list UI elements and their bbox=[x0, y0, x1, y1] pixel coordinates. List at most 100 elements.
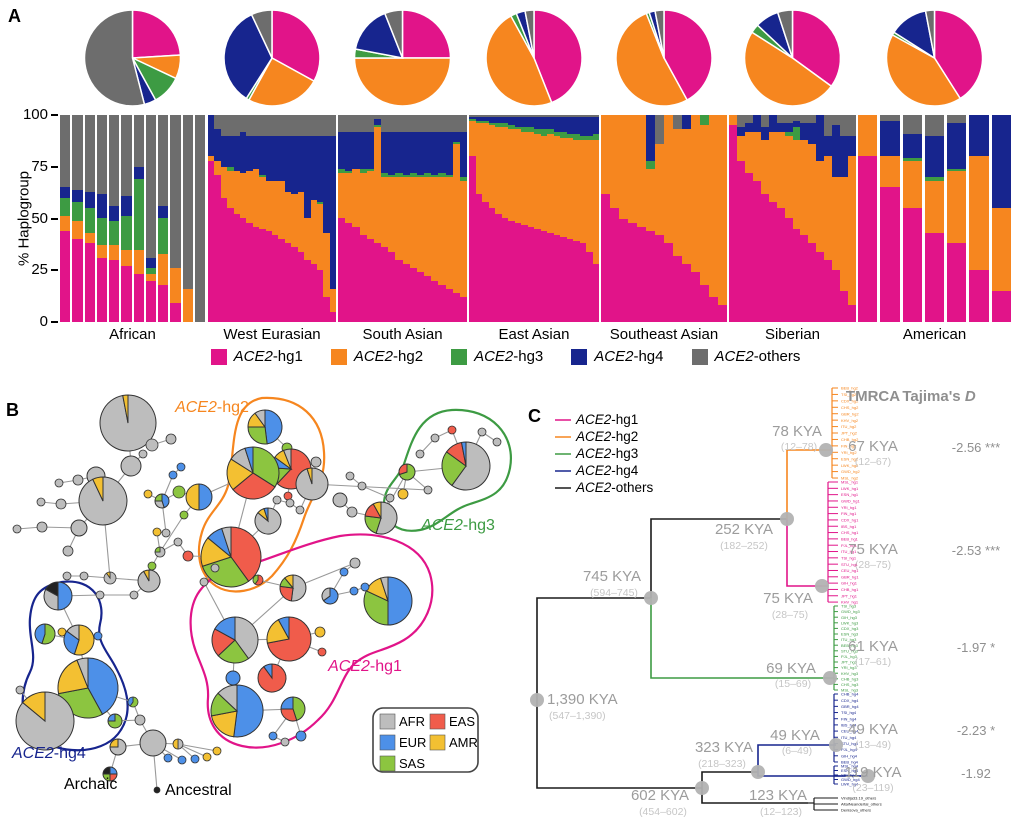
tree-branch bbox=[536, 597, 651, 700]
bar-segment-others bbox=[182, 115, 193, 289]
bar-segment-hg2 bbox=[445, 177, 453, 289]
network-node bbox=[477, 427, 487, 437]
tip-label: MSL_hg1 bbox=[841, 480, 859, 485]
bar-segment-others bbox=[145, 115, 156, 258]
stacked-bar bbox=[610, 115, 619, 322]
network-node bbox=[147, 561, 157, 571]
tip-label: CEU_hg1 bbox=[841, 568, 859, 573]
y-tick-label: 100 bbox=[22, 106, 48, 123]
stacked-bar bbox=[388, 115, 396, 322]
bar-segment-hg1 bbox=[158, 284, 169, 322]
bar-segment-hg1 bbox=[438, 284, 446, 322]
node-slice bbox=[154, 546, 166, 558]
bar-segment-hg2 bbox=[566, 137, 573, 240]
tip-label: GIH_hg4 bbox=[841, 753, 858, 758]
ancestral-label: Ancestral bbox=[165, 782, 232, 799]
stacked-bar bbox=[227, 115, 234, 322]
network-node bbox=[254, 507, 282, 535]
bar-segment-others bbox=[409, 115, 417, 132]
network-node bbox=[129, 590, 139, 600]
bar-segment-hg1 bbox=[316, 270, 324, 322]
bar-segment-hg4 bbox=[488, 117, 495, 124]
bar-segment-hg1 bbox=[252, 226, 260, 322]
bar-segment-hg2 bbox=[947, 170, 967, 244]
internal-node-dot bbox=[695, 781, 709, 795]
bar-segment-hg1 bbox=[579, 243, 586, 322]
tmrca-ci: (28–75) bbox=[855, 559, 891, 571]
node-slice bbox=[177, 755, 187, 765]
stacked-bar bbox=[366, 115, 374, 322]
bar-segment-hg4 bbox=[284, 135, 292, 192]
stacked-bar bbox=[438, 115, 446, 322]
legend-swatch bbox=[451, 348, 468, 365]
node-slice bbox=[221, 526, 232, 558]
bar-segment-hg4 bbox=[553, 117, 560, 132]
stacked-bar bbox=[700, 115, 709, 322]
bar-segment-hg1 bbox=[145, 280, 156, 322]
bar-segment-hg1 bbox=[700, 284, 709, 322]
network-node bbox=[152, 527, 162, 537]
clade-label: ACE2-hg1 bbox=[327, 658, 402, 675]
bar-segment-hg1 bbox=[655, 235, 664, 322]
node-slice bbox=[143, 569, 150, 582]
bar-segment-others bbox=[800, 115, 809, 124]
bar-segment-hg4 bbox=[388, 131, 396, 176]
internal-node-dot bbox=[644, 591, 658, 605]
node-slice bbox=[66, 624, 80, 641]
bar-segment-hg2 bbox=[233, 170, 241, 215]
node-slice bbox=[93, 631, 103, 641]
bar-segment-others bbox=[573, 115, 580, 118]
bar-segment-hg1 bbox=[848, 305, 856, 322]
tip-label: FIN_hg1 bbox=[841, 511, 857, 516]
network-node bbox=[199, 577, 209, 587]
node-slice bbox=[310, 456, 322, 468]
stacked-bar bbox=[310, 115, 317, 322]
pie-slice bbox=[131, 9, 182, 59]
stacked-bar bbox=[272, 115, 279, 322]
bar-segment-hg2 bbox=[744, 131, 753, 173]
population-label: African bbox=[109, 326, 156, 343]
node-slice bbox=[143, 489, 153, 499]
bar-segment-hg1 bbox=[278, 239, 285, 322]
bar-segment-hg2 bbox=[278, 181, 285, 240]
network-node bbox=[78, 476, 128, 526]
node-age: 1,390 KYA bbox=[547, 691, 618, 708]
node-age-ci: (6–49) bbox=[782, 745, 812, 757]
bar-segment-hg3 bbox=[338, 168, 346, 173]
bar-segment-hg3 bbox=[573, 133, 580, 140]
bar-segment-others bbox=[566, 115, 573, 118]
bar-segment-hg1 bbox=[109, 259, 120, 322]
bar-segment-hg2 bbox=[718, 115, 727, 306]
gene-name: ACE2 bbox=[575, 446, 612, 461]
stacked-bar bbox=[736, 115, 745, 322]
tajima-value: -2.56 *** bbox=[952, 440, 1000, 455]
bar-segment-hg1 bbox=[514, 222, 521, 322]
bar-segment-hg2 bbox=[416, 177, 425, 273]
tip-label: CHB_hg4 bbox=[841, 692, 859, 697]
node-slice bbox=[127, 696, 134, 707]
bar-segment-hg1 bbox=[272, 235, 279, 322]
network-node bbox=[492, 437, 502, 447]
bar-segment-hg2 bbox=[438, 177, 446, 285]
stacked-bar bbox=[252, 115, 260, 322]
bar-group-american bbox=[858, 115, 1011, 322]
stacked-bar bbox=[133, 115, 144, 322]
bar-segment-hg1 bbox=[329, 311, 337, 322]
bar-segment-hg3 bbox=[947, 168, 967, 171]
node-slice bbox=[57, 581, 73, 611]
bar-segment-hg4 bbox=[744, 123, 753, 132]
bar-segment-hg1 bbox=[304, 259, 311, 322]
bar-segment-hg1 bbox=[84, 243, 95, 322]
bar-segment-hg2 bbox=[709, 115, 718, 298]
bar-segment-hg3 bbox=[96, 218, 107, 246]
bar-segment-hg3 bbox=[316, 201, 324, 204]
tip-label: YRI_hg2 bbox=[841, 450, 857, 455]
bar-segment-others bbox=[592, 115, 599, 118]
bar-segment-hg2 bbox=[646, 168, 655, 231]
bar-segment-hg1 bbox=[233, 214, 241, 322]
network-node bbox=[54, 478, 64, 488]
tip-label: JPT_hg3 bbox=[841, 660, 858, 665]
internal-node-dot bbox=[780, 512, 794, 526]
legend-item: ACE2-others bbox=[691, 348, 800, 365]
bar-segment-others bbox=[220, 115, 228, 136]
